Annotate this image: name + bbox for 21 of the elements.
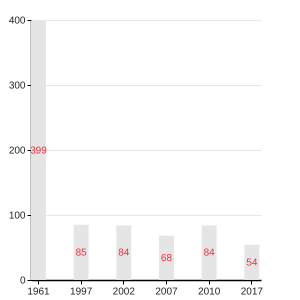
data-label: 84 xyxy=(204,248,216,259)
y-tick-label: 100 xyxy=(8,210,26,222)
bar xyxy=(116,225,132,280)
bar xyxy=(74,224,89,280)
y-tick-label: 0 xyxy=(20,276,26,286)
data-label: 68 xyxy=(160,252,172,264)
x-tick-label: 2017 xyxy=(240,286,264,298)
data-label: 85 xyxy=(76,247,88,258)
data-label: 54 xyxy=(246,257,258,268)
x-tick-label: 2007 xyxy=(155,286,178,298)
y-tick-label: 300 xyxy=(8,80,26,92)
y-tick-label: 200 xyxy=(8,146,26,156)
x-tick-label: 1997 xyxy=(70,286,93,298)
bar xyxy=(244,244,260,280)
bar xyxy=(202,225,217,280)
data-label: 84 xyxy=(118,248,130,259)
x-tick-label: 2002 xyxy=(112,286,136,298)
y-tick-label: 400 xyxy=(8,16,26,26)
x-tick-label: 1961 xyxy=(27,286,50,298)
bar xyxy=(159,236,174,280)
x-tick-label: 2010 xyxy=(198,286,221,298)
